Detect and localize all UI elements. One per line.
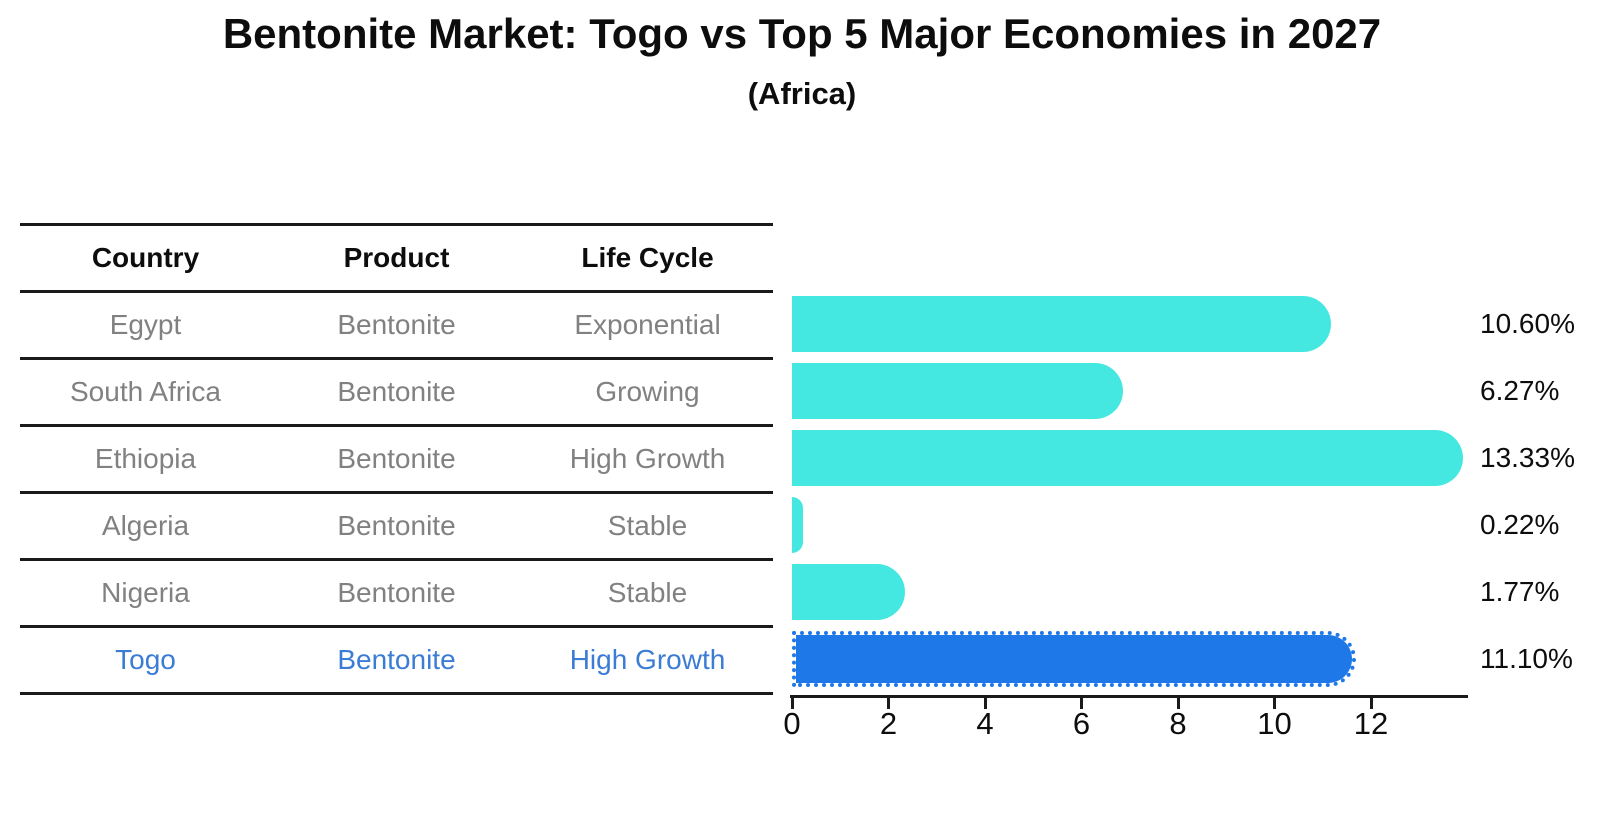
- x-axis-tick-label-12: 12: [1353, 706, 1389, 741]
- cell-product: Bentonite: [337, 443, 456, 474]
- cell-life-cycle: Stable: [607, 577, 688, 608]
- value-label-south-africa: 6.27%: [1480, 375, 1560, 406]
- country-table: Country Product Life Cycle Egypt Bentonite Ex…: [20, 223, 773, 695]
- x-axis-tick-2: [887, 698, 890, 709]
- cell-country: Nigeria: [101, 577, 190, 608]
- cell-country: Algeria: [101, 510, 190, 541]
- cell-product: Bentonite: [337, 376, 456, 407]
- chart-title: Bentonite Market: Togo vs Top 5 Major Ec…: [222, 10, 1382, 57]
- value-label-togo: 11.10%: [1480, 643, 1573, 674]
- table-row-nigeria: Nigeria Bentonite Stable: [20, 558, 773, 625]
- x-axis-tick-label-8: 8: [1169, 706, 1187, 741]
- x-axis-tick-4: [983, 698, 987, 709]
- table-row-algeria: Algeria Bentonite Stable: [20, 491, 773, 558]
- x-axis-tick-0: [790, 698, 794, 709]
- bar-south-africa: [792, 362, 1123, 419]
- value-label-ethiopia: 13.33%: [1480, 442, 1575, 473]
- table-row-togo: Togo Bentonite High Growth: [20, 625, 773, 692]
- x-axis-line: [790, 695, 1468, 698]
- cell-country: Egypt: [109, 309, 182, 340]
- chart-subtitle: (Africa): [747, 76, 857, 111]
- x-axis-tick-8: [1176, 698, 1180, 709]
- value-label-algeria: 0.22%: [1480, 509, 1560, 540]
- cell-country: Togo: [115, 644, 176, 675]
- cell-product: Bentonite: [337, 577, 456, 608]
- table-header-row: Country Product Life Cycle: [20, 223, 773, 290]
- x-axis-tick-label-4: 4: [976, 706, 994, 741]
- x-axis-tick-label-0: 0: [783, 706, 801, 741]
- cell-life-cycle: High Growth: [569, 644, 726, 675]
- cell-life-cycle: Exponential: [574, 309, 721, 340]
- column-header-country: Country: [91, 242, 200, 273]
- cell-life-cycle: Growing: [595, 376, 700, 407]
- bar-algeria: [792, 496, 803, 553]
- cell-product: Bentonite: [337, 510, 456, 541]
- value-label-nigeria: 1.77%: [1480, 576, 1560, 607]
- x-axis-tick-10: [1273, 698, 1276, 709]
- table-row-ethiopia: Ethiopia Bentonite High Growth: [20, 424, 773, 491]
- cell-life-cycle: High Growth: [569, 443, 726, 474]
- table-row-south-africa: South Africa Bentonite Growing: [20, 357, 773, 424]
- cell-life-cycle: Stable: [607, 510, 688, 541]
- x-axis-tick-label-2: 2: [879, 706, 898, 741]
- cell-country: South Africa: [70, 376, 221, 407]
- x-axis-tick-label-10: 10: [1257, 706, 1292, 741]
- column-header-life-cycle: Life Cycle: [581, 242, 714, 273]
- cell-product: Bentonite: [337, 644, 456, 675]
- bar-ethiopia: [792, 429, 1464, 486]
- bar-egypt: [792, 295, 1332, 352]
- bar-nigeria: [792, 563, 906, 620]
- column-header-product: Product: [343, 242, 450, 273]
- x-axis-tick-6: [1080, 698, 1083, 709]
- x-axis-tick-label-6: 6: [1072, 706, 1091, 741]
- cell-country: Ethiopia: [94, 443, 197, 474]
- value-label-egypt: 10.60%: [1480, 308, 1575, 339]
- x-axis-tick-12: [1369, 698, 1373, 709]
- table-row-egypt: Egypt Bentonite Exponential: [20, 290, 773, 357]
- cell-product: Bentonite: [337, 309, 456, 340]
- bar-togo: [792, 630, 1356, 687]
